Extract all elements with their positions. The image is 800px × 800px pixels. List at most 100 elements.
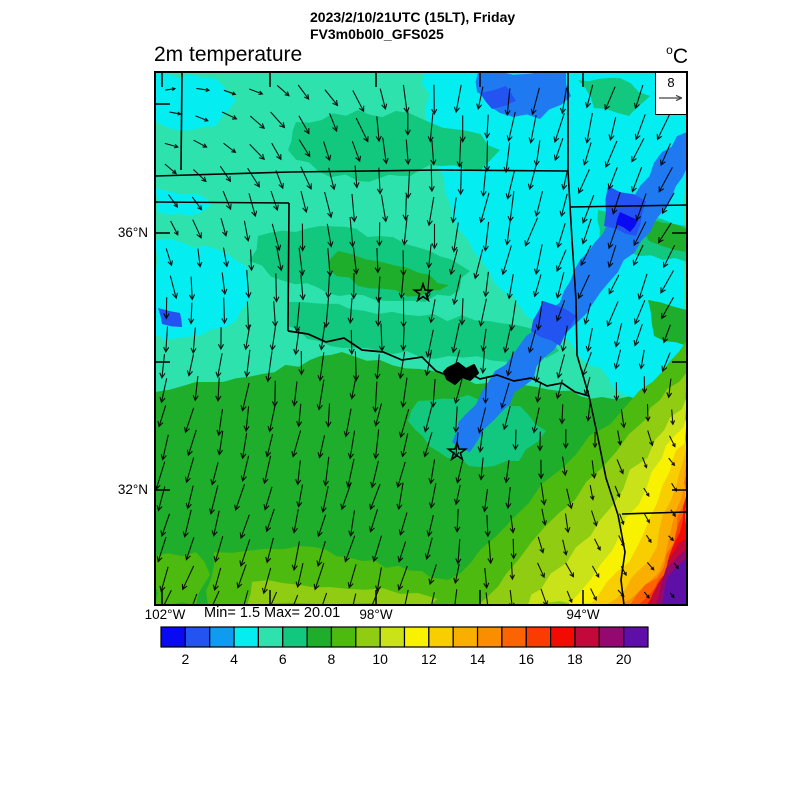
wind-arrow: [607, 245, 617, 269]
wind-arrow: [562, 429, 569, 450]
wind-arrow: [645, 534, 652, 544]
wind-arrow: [191, 196, 203, 211]
wind-arrow: [298, 350, 305, 376]
wind-arrow: [299, 223, 306, 252]
wind-arrow: [585, 84, 594, 109]
colorbar-segment: [355, 626, 381, 648]
wind-arrow: [604, 86, 616, 111]
wind-arrow: [556, 223, 566, 249]
wind-arrow: [249, 144, 266, 161]
wind-arrow: [670, 509, 676, 518]
wind-arrow: [590, 510, 598, 527]
wind-arrow: [249, 115, 266, 129]
wind-arrow: [375, 276, 382, 304]
colorbar-segment: [330, 626, 357, 648]
wind-arrow: [477, 407, 487, 434]
wind-arrow: [221, 272, 228, 296]
wind-arrow: [459, 298, 466, 326]
wind-arrow: [453, 378, 463, 405]
wind-arrow: [666, 378, 673, 399]
wind-arrow: [398, 512, 408, 536]
wind-arrow: [592, 431, 598, 449]
wind-arrow: [159, 354, 166, 380]
wind-arrow: [372, 429, 380, 460]
wind-arrow: [375, 116, 382, 143]
reference-vector-value: 8: [667, 75, 675, 90]
wind-arrow: [560, 325, 568, 353]
wind-arrow: [478, 457, 485, 481]
wind-arrow: [402, 195, 409, 221]
wind-arrow: [296, 484, 304, 508]
wind-arrow: [480, 328, 487, 352]
wind-arrow: [300, 190, 309, 214]
wind-arrow: [505, 486, 512, 510]
colorbar-segment: [452, 626, 479, 648]
wind-arrow: [668, 535, 675, 542]
wind-arrow: [483, 140, 491, 173]
wind-arrow: [247, 167, 260, 188]
wind-arrow: [533, 356, 542, 384]
wind-arrow: [431, 84, 438, 116]
wind-arrow: [212, 567, 222, 592]
wind-arrow: [163, 297, 170, 320]
colorbar-segment: [598, 626, 625, 648]
valid-time-title: 2023/2/10/21UTC (15LT), Friday: [310, 9, 516, 25]
wind-arrow: [159, 566, 169, 593]
wind-arrow: [375, 567, 382, 592]
colorbar-segment: [209, 626, 235, 648]
temp-region-navy-dot: [616, 212, 638, 232]
wind-arrow: [318, 324, 326, 351]
wind-arrow: [478, 298, 487, 327]
wind-arrow: [423, 405, 433, 433]
wind-arrow: [431, 223, 438, 250]
wind-arrow: [452, 274, 462, 306]
temp-region-green6-north-spine: [288, 110, 500, 182]
wind-arrow: [196, 248, 203, 268]
wind-arrow: [240, 432, 248, 460]
wind-arrow: [506, 111, 516, 142]
wind-arrow: [426, 244, 433, 269]
wind-arrow: [326, 223, 334, 248]
wind-arrow: [325, 273, 332, 299]
wind-arrow: [373, 403, 383, 427]
wind-arrow: [316, 379, 325, 411]
wind-arrow: [561, 166, 569, 191]
wind-arrow: [641, 376, 648, 394]
wind-arrow: [476, 86, 484, 111]
wind-arrow: [553, 113, 565, 144]
wind-arrow: [265, 508, 275, 533]
wind-arrow: [662, 324, 671, 344]
wind-arrow: [348, 329, 355, 356]
wind-arrow: [591, 460, 597, 480]
wind-arrow: [457, 164, 464, 196]
wind-arrow: [240, 455, 250, 482]
wind-arrow: [404, 589, 409, 605]
colorbar-tick-label: 14: [469, 651, 486, 667]
wind-arrow: [219, 165, 232, 183]
colorbar-cells: [160, 626, 649, 648]
wind-arrow: [244, 349, 251, 378]
wind-arrow: [456, 139, 463, 168]
wind-arrow: [479, 192, 490, 224]
wind-arrow: [527, 329, 537, 354]
wind-arrow: [480, 167, 487, 198]
wind-arrow: [351, 141, 362, 163]
wind-arrow: [374, 247, 381, 274]
wind-arrow: [561, 456, 568, 477]
wind-arrow: [234, 484, 246, 512]
wind-arrow: [509, 562, 515, 581]
wind-arrow: [295, 562, 304, 589]
wind-arrow: [293, 594, 299, 605]
wind-arrow: [370, 460, 379, 489]
wind-arrow: [267, 405, 276, 433]
wind-arrow: [382, 137, 389, 165]
state-border-5: [567, 170, 590, 397]
wind-arrow: [482, 271, 490, 298]
wind-arrow: [500, 382, 510, 410]
wind-arrow: [505, 351, 514, 377]
wind-arrow: [270, 190, 279, 212]
wind-arrow: [369, 483, 381, 511]
wind-arrow: [668, 457, 676, 467]
wind-arrow: [192, 593, 198, 605]
wind-arrow: [374, 354, 381, 380]
